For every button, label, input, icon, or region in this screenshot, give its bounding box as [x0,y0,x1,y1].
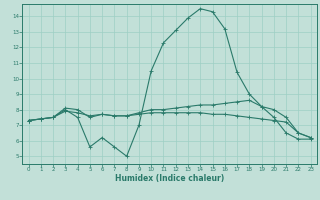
X-axis label: Humidex (Indice chaleur): Humidex (Indice chaleur) [115,174,224,183]
